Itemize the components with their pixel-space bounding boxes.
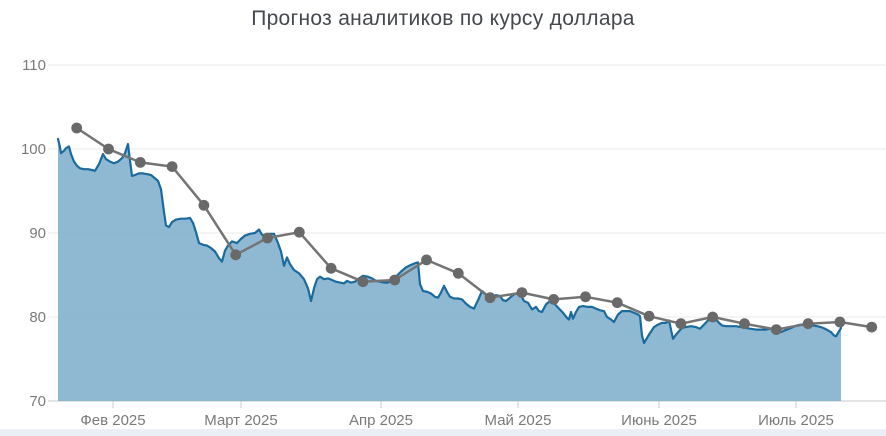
y-axis-label: 100 (21, 141, 46, 158)
forecast-dot[interactable] (834, 316, 846, 328)
forecast-dot[interactable] (516, 287, 528, 298)
x-axis-label: Апр 2025 (349, 412, 413, 429)
x-axis-label: Июнь 2025 (621, 412, 697, 429)
forecast-line (76, 126, 872, 331)
forecast-dot[interactable] (611, 297, 623, 309)
forecast-dot[interactable] (643, 310, 655, 322)
y-axis-label: 110 (22, 57, 46, 74)
forecast-dot[interactable] (71, 122, 83, 134)
x-axis-label: Фев 2025 (80, 412, 145, 429)
forecast-dot[interactable] (866, 321, 878, 333)
forecast-dot[interactable] (548, 294, 560, 305)
x-axis-label: Март 2025 (204, 412, 277, 429)
forecast-dot[interactable] (484, 292, 496, 304)
chart-title: Прогноз аналитиков по курсу доллара (251, 7, 635, 30)
forecast-dot[interactable] (357, 276, 369, 288)
forecast-dot[interactable] (389, 274, 401, 286)
y-axis-label: 70 (29, 393, 46, 410)
forecast-dot[interactable] (325, 262, 337, 274)
forecast-dot[interactable] (707, 311, 719, 323)
actual-rate-line (56, 137, 843, 345)
y-axis-label: 80 (29, 309, 46, 326)
forecast-dot[interactable] (198, 199, 210, 211)
forecast-dot[interactable] (134, 157, 146, 168)
forecast-dot[interactable] (293, 226, 305, 238)
forecast-dot[interactable] (230, 249, 242, 261)
forecast-dot[interactable] (580, 291, 591, 303)
bottom-band (0, 429, 886, 436)
forecast-dot[interactable] (262, 232, 273, 244)
forecast-dot[interactable] (103, 143, 114, 155)
forecast-dot[interactable] (166, 161, 178, 173)
forecast-dot[interactable] (770, 324, 782, 335)
forecast-dot[interactable] (802, 318, 814, 330)
forecast-dot[interactable] (421, 254, 432, 266)
x-axis-label: Май 2025 (485, 412, 552, 429)
forecast-dot[interactable] (675, 318, 687, 330)
actual-rate-area (58, 138, 841, 401)
forecast-dot[interactable] (452, 267, 464, 279)
y-axis-label: 90 (29, 225, 46, 242)
x-axis-label: Июль 2025 (758, 412, 834, 429)
forecast-dot[interactable] (739, 318, 750, 330)
